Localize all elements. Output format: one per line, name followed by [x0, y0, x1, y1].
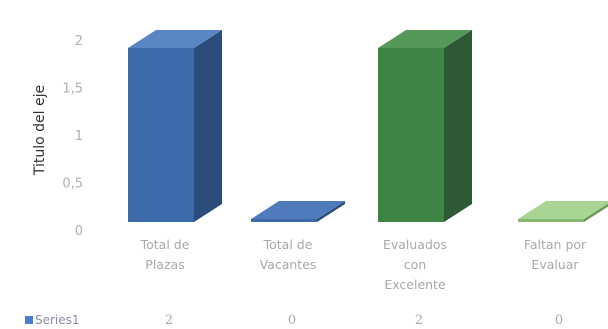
bar-front-face: [251, 219, 317, 222]
bar: [251, 201, 345, 222]
bar-side-face: [317, 201, 345, 222]
bar: [128, 30, 222, 222]
bar-side-face: [194, 30, 222, 222]
bar-front-face: [378, 48, 444, 222]
x-category-label: Total de Vacantes: [260, 237, 317, 272]
bar-top-face: [518, 201, 608, 219]
data-table-value: 0: [555, 313, 563, 328]
bar-side-face: [584, 203, 608, 222]
x-category-label: Total de Plazas: [140, 237, 190, 272]
bar: [518, 201, 608, 222]
bar: [378, 30, 472, 222]
y-tick-label: 1,5: [62, 82, 83, 97]
y-axis-title: Titulo del eje: [32, 85, 48, 176]
bar-top-face: [378, 30, 472, 48]
data-table-value: 2: [165, 313, 173, 328]
bar-top-face: [251, 201, 345, 219]
legend-marker: [25, 316, 33, 324]
data-table-value: 0: [288, 313, 296, 328]
y-tick-label: 0: [75, 224, 83, 239]
bar-front-face: [128, 48, 194, 222]
legend-series-name: Series1: [35, 313, 80, 327]
y-tick-label: 0,5: [62, 177, 83, 192]
bar-side-face: [444, 30, 472, 222]
x-category-label: Faltan por Evaluar: [524, 237, 587, 272]
bar-front-face: [518, 219, 584, 222]
bar-top-face: [128, 30, 222, 48]
y-tick-label: 1: [75, 129, 83, 144]
x-category-label: Evaluados con Excelente: [383, 237, 447, 292]
y-tick-label: 2: [75, 34, 83, 49]
data-table-value: 2: [415, 313, 423, 328]
